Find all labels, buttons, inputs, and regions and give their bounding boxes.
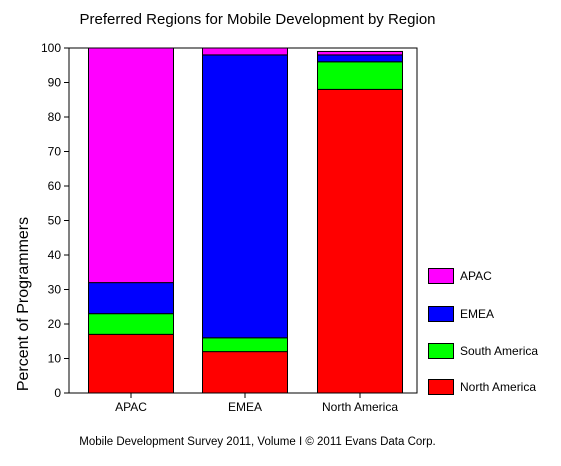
x-tick-label-north-america: North America [322,400,398,414]
legend-swatch-south-america [428,343,454,359]
legend-item-south-america: South America [428,341,538,361]
tick-labels-layer: 0 10 20 30 40 50 60 70 80 90 100 APAC EMEA North Amer… [41,41,398,414]
y-tick-label: 100 [41,41,61,55]
bar-segment-apac-south-america [88,313,174,335]
y-tick-label: 30 [48,283,62,297]
legend-label-south-america: South America [460,344,539,358]
bar-segment-north-america-apac [317,50,403,56]
y-tick-label: 70 [48,145,62,159]
axes-layer [64,47,418,398]
y-tick-label: 50 [48,214,62,228]
legend-item-north-america: North America [428,377,536,397]
y-tick-label: 20 [48,317,62,331]
chart-title: Preferred Regions for Mobile Development… [79,11,436,28]
y-tick-label: 40 [48,248,62,262]
legend-item-apac: APAC [428,266,492,286]
legend-item-emea: EMEA [428,304,494,324]
x-tick-label-emea: EMEA [228,400,262,414]
legend-label-north-america: North America [460,380,537,394]
bars-layer [88,47,403,394]
bar-segment-north-america-south-america [317,61,403,90]
legend-swatch-north-america [428,379,454,395]
bar-segment-apac-apac [88,47,174,284]
y-tick-label: 60 [48,179,62,193]
y-tick-label: 90 [48,76,62,90]
bar-segment-emea-north-america [202,351,288,394]
legend-label-apac: APAC [460,269,492,283]
y-tick-label: 80 [48,110,62,124]
y-tick-label: 0 [54,386,61,400]
bar-segment-north-america-emea [317,54,403,63]
bar-segment-emea-south-america [202,337,288,353]
legend-swatch-emea [428,306,454,322]
bar-segment-emea-emea [202,54,288,339]
bar-segment-apac-north-america [88,333,174,394]
bar-segment-apac-emea [88,282,174,315]
bar-segment-emea-apac [202,47,288,56]
legend-swatch-apac [428,268,454,284]
legend-label-emea: EMEA [460,307,495,321]
y-tick-label: 10 [48,352,62,366]
x-tick-label-apac: APAC [115,400,147,414]
bar-segment-north-america-north-america [317,88,403,394]
footer-note: Mobile Development Survey 2011, Volume I… [79,436,436,448]
